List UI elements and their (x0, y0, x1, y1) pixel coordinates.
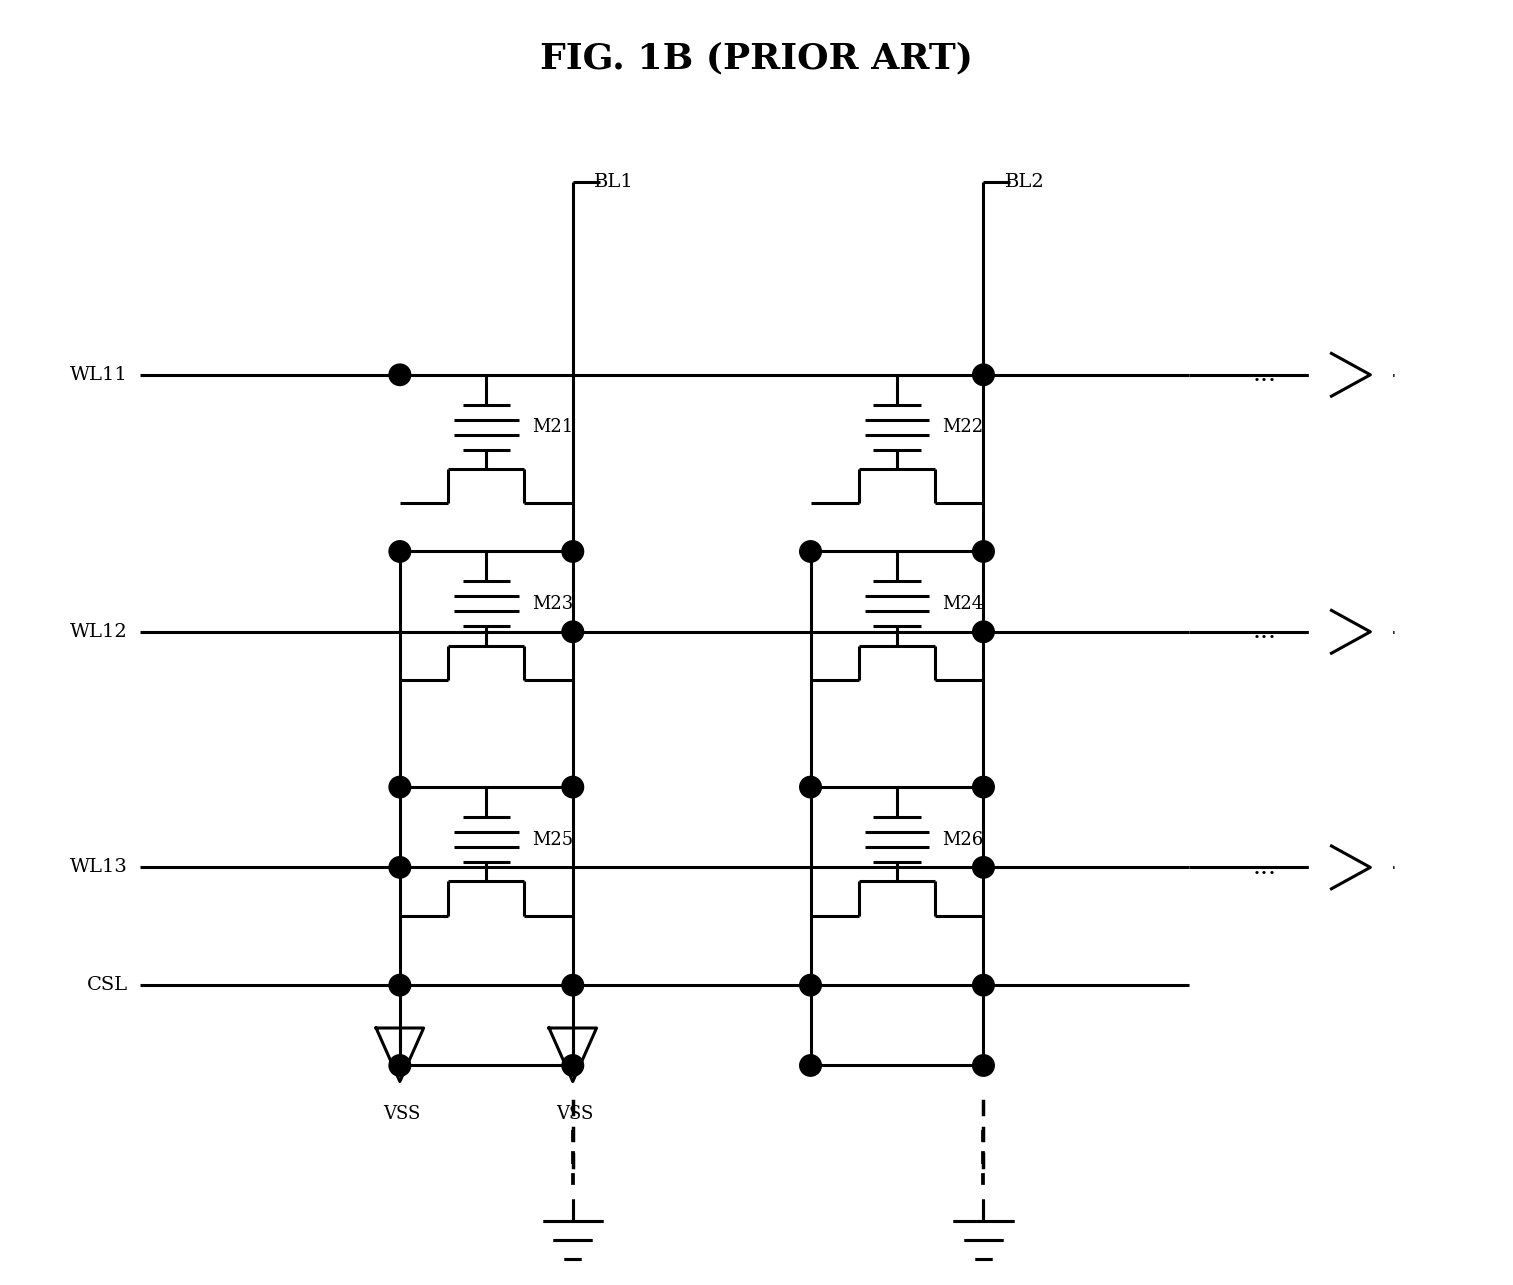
Circle shape (389, 1055, 410, 1077)
Circle shape (973, 1055, 994, 1077)
Text: VSS: VSS (384, 1105, 421, 1123)
Text: BL2: BL2 (1005, 173, 1045, 191)
Circle shape (973, 776, 994, 798)
Circle shape (561, 974, 584, 996)
Circle shape (561, 621, 584, 642)
Circle shape (389, 541, 410, 563)
Circle shape (973, 364, 994, 386)
Circle shape (800, 541, 822, 563)
Circle shape (800, 1055, 822, 1077)
Text: ...: ... (1253, 364, 1277, 387)
Text: CSL: CSL (86, 977, 127, 995)
Circle shape (389, 776, 410, 798)
Circle shape (389, 857, 410, 878)
Text: ...: ... (1253, 621, 1277, 644)
Text: M21: M21 (531, 418, 573, 437)
Text: M22: M22 (943, 418, 983, 437)
Circle shape (800, 776, 822, 798)
Circle shape (389, 974, 410, 996)
Text: WL11: WL11 (70, 366, 127, 384)
Circle shape (389, 364, 410, 386)
Text: BL1: BL1 (595, 173, 634, 191)
Text: WL12: WL12 (70, 623, 127, 641)
Text: M24: M24 (943, 595, 983, 613)
Text: M25: M25 (531, 830, 573, 848)
Circle shape (973, 541, 994, 563)
Text: VSS: VSS (557, 1105, 595, 1123)
Text: WL13: WL13 (70, 858, 127, 876)
Text: M26: M26 (943, 830, 983, 848)
Circle shape (973, 621, 994, 642)
Text: FIG. 1B (PRIOR ART): FIG. 1B (PRIOR ART) (540, 42, 973, 76)
Circle shape (973, 974, 994, 996)
Text: M23: M23 (531, 595, 573, 613)
Circle shape (561, 541, 584, 563)
Circle shape (973, 857, 994, 878)
Circle shape (561, 1055, 584, 1077)
Text: ...: ... (1253, 856, 1277, 879)
Circle shape (800, 974, 822, 996)
Circle shape (561, 776, 584, 798)
